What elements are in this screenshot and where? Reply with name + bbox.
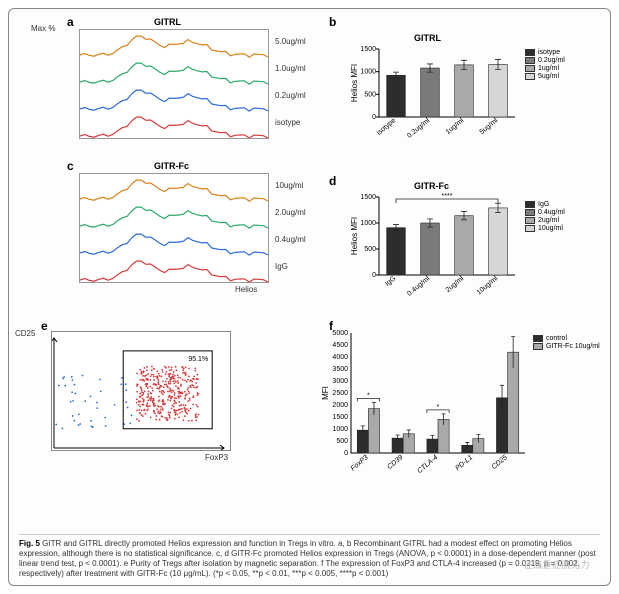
panel-c-title: GITR-Fc <box>154 161 189 171</box>
panel-b-label: b <box>329 15 336 29</box>
svg-text:0: 0 <box>372 114 376 121</box>
svg-text:PD-L1: PD-L1 <box>454 454 474 472</box>
panel-c-label: c <box>67 159 74 173</box>
panel-c-xaxis: Helios <box>235 285 257 294</box>
svg-text:CD25: CD25 <box>491 454 509 471</box>
panel-b-legend: isotype0.2ug/ml1ug/ml5ug/ml <box>525 49 565 81</box>
svg-text:500: 500 <box>336 438 348 445</box>
svg-text:IgG: IgG <box>384 275 397 288</box>
panel-b-title: GITRL <box>414 33 441 43</box>
figure-caption: Fig. 5 GITR and GITRL directly promoted … <box>19 534 600 579</box>
svg-text:4000: 4000 <box>332 354 348 361</box>
svg-text:0.2ug/ml: 0.2ug/ml <box>406 117 431 140</box>
svg-text:****: **** <box>442 193 453 200</box>
legend-item: 0.4ug/ml <box>525 209 565 216</box>
svg-text:10ug/ml: 10ug/ml <box>476 275 500 297</box>
svg-text:1000: 1000 <box>360 220 376 227</box>
histogram-row-label: 10ug/ml <box>275 181 303 190</box>
svg-text:3500: 3500 <box>332 366 348 373</box>
svg-text:95.1%: 95.1% <box>188 356 208 363</box>
watermark: 征战重症肌无力 <box>523 558 590 571</box>
histogram-row-label: 0.2ug/ml <box>275 91 306 100</box>
histogram-row-label: 1.0ug/ml <box>275 64 306 73</box>
legend-item: 0.2ug/ml <box>525 57 565 64</box>
svg-text:500: 500 <box>364 246 376 253</box>
svg-text:Helios MFI: Helios MFI <box>350 64 359 102</box>
legend-item: IgG <box>525 201 565 208</box>
panel-e-yaxis: CD25 <box>15 329 35 338</box>
panel-c-histogram <box>79 173 269 283</box>
histogram-row-label: IgG <box>275 262 288 271</box>
svg-text:5ug/ml: 5ug/ml <box>479 117 500 136</box>
svg-text:500: 500 <box>364 91 376 98</box>
legend-item: control <box>533 335 600 342</box>
svg-text:1ug/ml: 1ug/ml <box>445 117 466 136</box>
svg-text:CD39: CD39 <box>386 454 404 471</box>
svg-text:3000: 3000 <box>332 378 348 385</box>
svg-text:Helios MFI: Helios MFI <box>350 217 359 255</box>
svg-text:2500: 2500 <box>332 390 348 397</box>
figure-container: a Max % GITRL 5.0ug/ml1.0ug/ml0.2ug/mlis… <box>8 8 611 586</box>
svg-text:CTLA-4: CTLA-4 <box>416 454 439 475</box>
svg-text:4500: 4500 <box>332 342 348 349</box>
panel-f-legend: controlGITR-Fc 10ug/ml <box>533 335 600 351</box>
svg-text:0: 0 <box>372 272 376 279</box>
panel-a-histogram <box>79 29 269 139</box>
panel-d-label: d <box>329 174 336 188</box>
svg-text:FoxP3: FoxP3 <box>350 454 370 472</box>
panel-e-scatter: 95.1% <box>51 331 231 451</box>
legend-item: 2ug/ml <box>525 217 565 224</box>
panel-d-legend: IgG0.4ug/ml2ug/ml10ug/ml <box>525 201 565 233</box>
svg-text:*: * <box>437 404 440 411</box>
svg-text:1000: 1000 <box>332 426 348 433</box>
svg-text:1500: 1500 <box>360 46 376 53</box>
histogram-row-label: isotype <box>275 118 300 127</box>
panel-b-barchart: 0 500 1000 1500 Helios MFI isotype 0.2ug/ml 1ug… <box>349 43 519 143</box>
legend-item: 1ug/ml <box>525 65 565 72</box>
histogram-row-label: 0.4ug/ml <box>275 235 306 244</box>
legend-item: 10ug/ml <box>525 225 565 232</box>
panel-a-yaxis: Max % <box>31 24 55 33</box>
svg-text:1500: 1500 <box>360 194 376 201</box>
panel-a-title: GITRL <box>154 17 181 27</box>
panel-d-barchart: 0 500 1000 1500 Helios MFI IgG 0.4ug/ml 2ug/ml 1… <box>349 191 519 301</box>
svg-text:0: 0 <box>344 450 348 457</box>
caption-text: GITR and GITRL directly promoted Helios … <box>19 539 596 578</box>
svg-text:1500: 1500 <box>332 414 348 421</box>
svg-text:1000: 1000 <box>360 69 376 76</box>
panel-f-barchart: 0 500 1000 1500 2000 2500 3000 3500 4000 4500 5000… <box>319 327 529 487</box>
legend-item: isotype <box>525 49 565 56</box>
svg-text:isotype: isotype <box>376 117 398 137</box>
panel-e-label: e <box>41 319 48 333</box>
svg-text:*: * <box>367 392 370 399</box>
histogram-row-label: 2.0ug/ml <box>275 208 306 217</box>
histogram-row-label: 5.0ug/ml <box>275 37 306 46</box>
panel-d-title: GITR-Fc <box>414 181 449 191</box>
panel-a-label: a <box>67 15 74 29</box>
legend-item: GITR-Fc 10ug/ml <box>533 343 600 350</box>
figure-label: Fig. 5 <box>19 539 40 548</box>
svg-text:2000: 2000 <box>332 402 348 409</box>
svg-text:5000: 5000 <box>332 330 348 337</box>
svg-text:2ug/ml: 2ug/ml <box>445 275 466 294</box>
svg-text:0.4ug/ml: 0.4ug/ml <box>406 275 431 298</box>
svg-text:MFI: MFI <box>321 386 330 400</box>
panel-e-xaxis: FoxP3 <box>205 453 228 462</box>
legend-item: 5ug/ml <box>525 73 565 80</box>
